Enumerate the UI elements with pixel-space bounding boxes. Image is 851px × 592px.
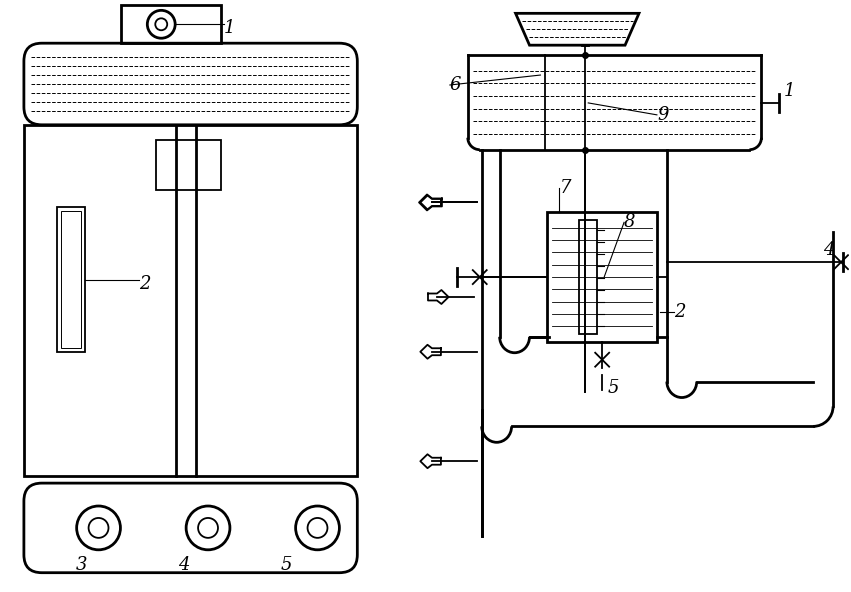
Text: 9: 9 (657, 106, 668, 124)
Text: 2: 2 (674, 303, 685, 321)
Bar (547, 213, 657, 342)
Bar (57, 207, 84, 352)
Text: 4: 4 (823, 241, 835, 259)
Text: 5: 5 (607, 378, 619, 397)
Text: 1: 1 (224, 20, 236, 37)
Text: 8: 8 (624, 213, 636, 231)
Text: 7: 7 (559, 179, 571, 197)
Bar (60, 211, 81, 348)
Text: 4: 4 (178, 556, 190, 574)
Bar (157, 140, 221, 189)
Text: 2: 2 (140, 275, 151, 293)
Bar (122, 5, 221, 43)
Bar (24, 125, 357, 476)
Text: 6: 6 (450, 76, 461, 94)
Bar (580, 220, 597, 334)
Text: 3: 3 (76, 556, 87, 574)
Text: 5: 5 (281, 556, 292, 574)
Text: 1: 1 (783, 82, 795, 100)
